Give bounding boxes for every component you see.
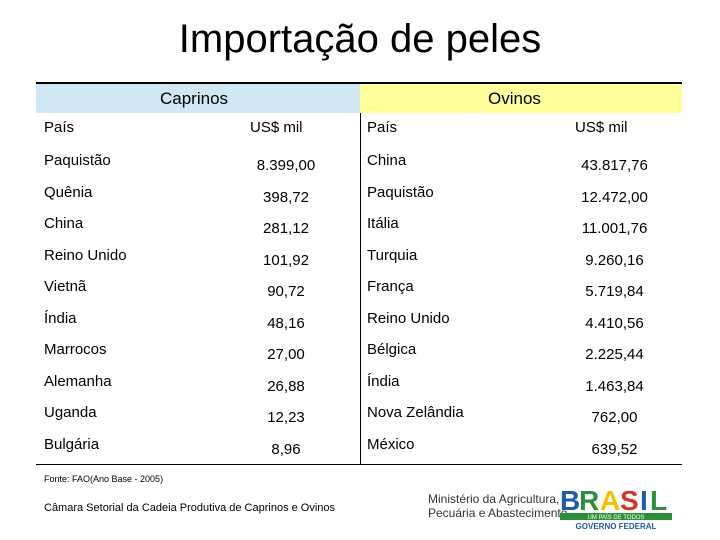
ovinos-value-cell: 1.463,84 xyxy=(585,377,644,395)
caprinos-country-cell: Paquistão xyxy=(44,152,111,169)
table-top-rule xyxy=(36,82,682,84)
caprinos-country-cell: Índia xyxy=(44,309,77,327)
brand-letter-a: A xyxy=(600,485,620,516)
group-label-ovinos: Ovinos xyxy=(488,89,541,108)
caprinos-country-cell: Alemanha xyxy=(44,372,112,390)
ovinos-value-cell: 43.817,76 xyxy=(581,157,648,174)
brand-tagline: UM PAÍS DE TODOS xyxy=(587,514,644,521)
ovinos-country-cell: Índia xyxy=(367,372,400,390)
caprinos-country-cell: Quênia xyxy=(44,183,93,201)
ovinos-country-cell: Paquistão xyxy=(367,183,434,201)
caprinos-value-cell: 12,23 xyxy=(267,409,305,426)
brand-subtitle: GOVERNO FEDERAL xyxy=(576,522,657,530)
brand-letter-r: R xyxy=(579,485,599,516)
colhdr-caprinos-value: US$ mil xyxy=(250,119,303,136)
ovinos-country-cell: Reino Unido xyxy=(367,309,450,327)
brand-letter-s: S xyxy=(620,485,639,516)
caprinos-value-cell: 101,92 xyxy=(263,251,309,269)
ministry-line2: Pecuária e Abastecimento xyxy=(428,506,568,520)
slide-title: Importação de peles xyxy=(178,17,542,61)
caprinos-value-cell: 281,12 xyxy=(263,220,309,237)
ovinos-value-cell: 12.472,00 xyxy=(581,188,648,206)
ovinos-country-cell: Turquia xyxy=(367,246,418,264)
caprinos-country-cell: Marrocos xyxy=(44,341,107,358)
caprinos-value-cell: 8,96 xyxy=(271,440,301,458)
caprinos-value-cell: 26,88 xyxy=(267,377,305,395)
caprinos-value-cell: 8.399,00 xyxy=(256,157,316,174)
brand-letter-l: L xyxy=(650,485,667,516)
ovinos-country-cell: China xyxy=(367,152,407,169)
colhdr-ovinos-country: País xyxy=(367,119,398,136)
caprinos-country-cell: Bulgária xyxy=(44,435,100,453)
ovinos-value-cell: 762,00 xyxy=(591,409,638,426)
caprinos-header-band xyxy=(36,84,360,113)
ovinos-value-cell: 4.410,56 xyxy=(585,314,644,332)
caprinos-value-cell: 48,16 xyxy=(267,314,305,332)
colhdr-ovinos-value: US$ mil xyxy=(575,119,628,136)
caprinos-value-cell: 398,72 xyxy=(263,188,309,206)
ovinos-country-cell: México xyxy=(367,435,415,453)
ovinos-country-cell: França xyxy=(367,278,414,295)
column-divider xyxy=(360,113,361,464)
ovinos-value-cell: 5.719,84 xyxy=(585,283,644,300)
colhdr-caprinos-country: País xyxy=(44,119,75,136)
ministry-logo: Ministério da Agricultura, Pecuária e Ab… xyxy=(428,492,567,520)
brand-letter-i: I xyxy=(640,485,648,516)
ovinos-value-cell: 2.225,44 xyxy=(585,346,644,363)
brasil-logo: B R A S I L UM PAÍS DE TODOS GOVERNO FED… xyxy=(560,485,672,530)
ovinos-header-band xyxy=(360,84,682,113)
group-label-caprinos: Caprinos xyxy=(160,89,229,108)
ovinos-country-cell: Nova Zelândia xyxy=(367,404,464,421)
caprinos-country-cell: Reino Unido xyxy=(44,246,127,264)
caprinos-value-cell: 90,72 xyxy=(267,283,305,300)
ovinos-value-cell: 639,52 xyxy=(591,440,638,458)
table-bottom-rule xyxy=(36,464,682,465)
ovinos-country-cell: Itália xyxy=(367,215,399,232)
caprinos-country-cell: Uganda xyxy=(44,404,97,421)
caprinos-country-cell: Vietnã xyxy=(44,278,87,295)
brand-letter-b: B xyxy=(560,485,580,516)
ovinos-value-cell: 11.001,76 xyxy=(581,220,648,237)
caprinos-value-cell: 27,00 xyxy=(267,346,305,363)
caprinos-country-cell: China xyxy=(44,215,84,232)
credit-text: Câmara Setorial da Cadeia Produtiva de C… xyxy=(44,502,336,514)
brand-tagline-band xyxy=(560,513,672,520)
source-footnote: Fonte: FAO(Ano Base - 2005) xyxy=(44,474,164,484)
ovinos-country-cell: Bélgica xyxy=(367,341,417,358)
ministry-line1: Ministério da Agricultura, xyxy=(428,492,560,506)
ovinos-value-cell: 9.260,16 xyxy=(585,251,644,269)
